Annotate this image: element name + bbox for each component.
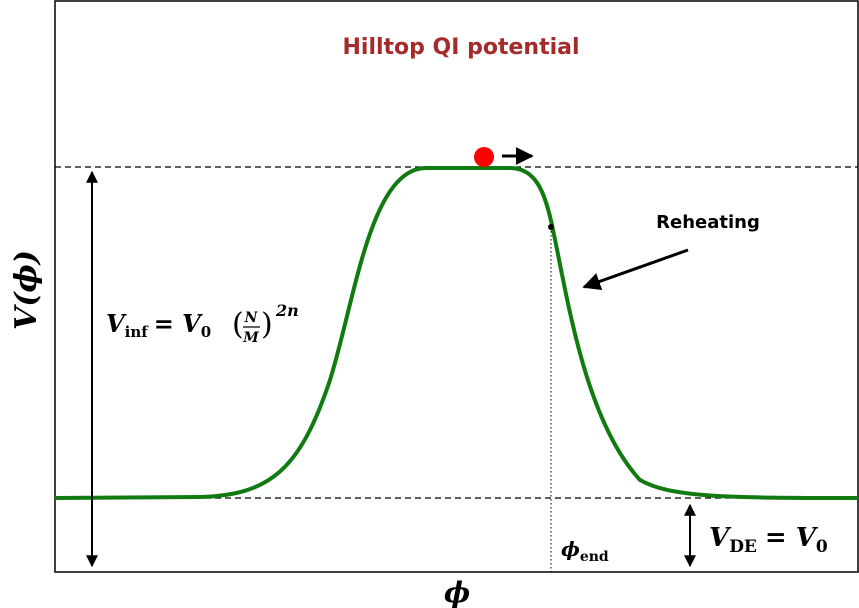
y-label-symbol: V — [9, 304, 44, 330]
field-ball — [474, 147, 494, 167]
y-label-argument: (ϕ) — [9, 250, 44, 307]
v-de-symbol: V — [709, 523, 732, 553]
v-de-zero: 0 — [816, 537, 828, 557]
reheating-label: Reheating — [656, 212, 760, 233]
fraction-denominator: M — [242, 330, 259, 346]
plot-frame — [54, 0, 859, 573]
fraction-numerator: N — [244, 310, 259, 326]
paren-left: ( — [232, 307, 244, 342]
paren-right: ) — [261, 307, 273, 342]
v-de-formula: VDE = V0 — [709, 523, 828, 557]
reheating-arrow — [582, 248, 689, 291]
v-inf-equals: = V — [154, 309, 203, 338]
v-de-subscript: DE — [729, 537, 757, 557]
end-point — [548, 224, 554, 230]
v-inf-symbol: V — [106, 309, 127, 338]
phi-end-label: ϕend — [561, 537, 609, 565]
v-inf-formula: Vinf = V0 — [106, 309, 211, 341]
phi-end-symbol: ϕ — [561, 537, 580, 561]
v-inf-subscript: inf — [125, 323, 150, 341]
y-axis-label: V(ϕ) — [9, 250, 44, 330]
v-inf-zero: 0 — [201, 323, 211, 341]
x-axis-label: ϕ — [444, 576, 470, 608]
v-de-equals: = V — [765, 523, 819, 553]
title: Hilltop QI potential — [342, 35, 579, 60]
potential-curve — [54, 166, 859, 500]
v-inf-exponent: 2n — [275, 301, 299, 320]
phi-end-subscript: end — [580, 549, 609, 565]
